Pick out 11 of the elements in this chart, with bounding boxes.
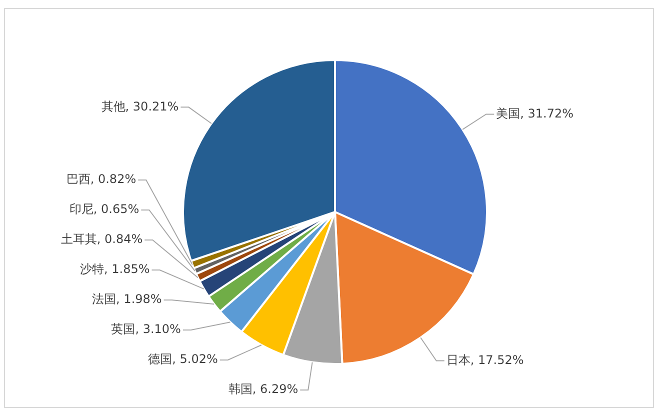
slice-label: 巴西, 0.82% — [66, 172, 136, 186]
slice-label: 土耳其, 0.84% — [60, 232, 143, 246]
slice-label: 日本, 17.52% — [446, 352, 524, 367]
slice-label: 其他, 30.21% — [101, 99, 179, 114]
slice-label: 美国, 31.72% — [496, 106, 574, 120]
slice-label: 沙特, 1.85% — [80, 262, 150, 276]
slice-label: 英国, 3.10% — [111, 322, 181, 336]
slice-label: 印尼, 0.65% — [69, 202, 140, 216]
slice-label: 德国, 5.02% — [148, 352, 218, 366]
slice-label: 法国, 1.98% — [92, 292, 162, 306]
slice-label: 韩国, 6.29% — [228, 382, 298, 396]
